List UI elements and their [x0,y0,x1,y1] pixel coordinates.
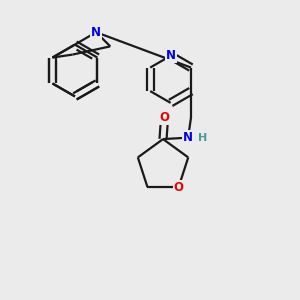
Text: N: N [183,131,193,144]
Text: N: N [91,26,101,39]
Text: O: O [174,181,184,194]
Text: N: N [166,49,176,62]
Text: H: H [198,133,207,142]
Text: O: O [160,111,170,124]
